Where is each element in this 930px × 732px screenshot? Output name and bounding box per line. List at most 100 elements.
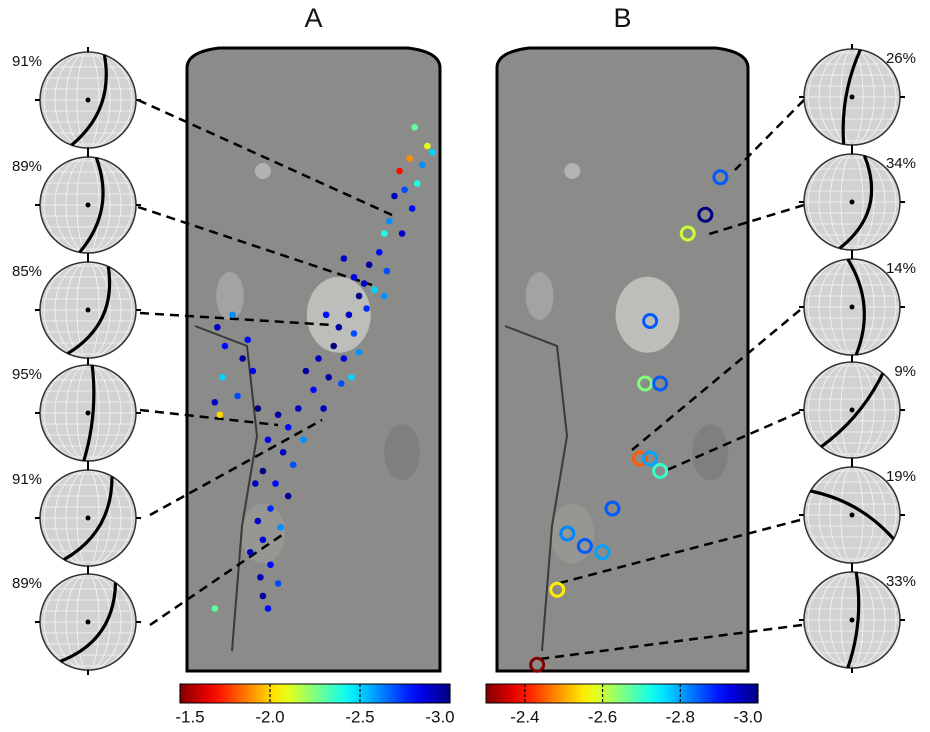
- event: [279, 448, 287, 456]
- fit-label: 89%: [12, 158, 42, 175]
- event: [408, 205, 416, 212]
- colorbar: [179, 683, 451, 704]
- fit-label: 33%: [886, 573, 916, 590]
- connector: [137, 205, 373, 287]
- connector: [139, 311, 333, 327]
- connector: [631, 309, 801, 451]
- event: [679, 225, 696, 242]
- event: [345, 311, 353, 319]
- event: [221, 342, 229, 350]
- event: [340, 255, 348, 262]
- event: [549, 581, 566, 598]
- event: [712, 169, 729, 186]
- stereonet: [35, 569, 141, 675]
- colorbar-tick-label: -2.8: [666, 707, 695, 726]
- event: [632, 450, 649, 467]
- event: [335, 323, 343, 331]
- event: [272, 480, 279, 487]
- stereonet: [35, 152, 141, 258]
- connector: [734, 99, 805, 171]
- event: [642, 450, 659, 467]
- rock-core: [185, 46, 442, 673]
- event: [360, 280, 368, 287]
- event: [259, 536, 267, 544]
- event: [284, 423, 292, 431]
- colorbar-tick-label: -2.5: [345, 707, 374, 726]
- stereonet: [35, 360, 141, 466]
- event: [406, 155, 413, 162]
- event: [411, 123, 419, 131]
- event: [363, 305, 370, 312]
- event: [559, 525, 576, 542]
- event: [383, 267, 391, 275]
- connector: [137, 98, 393, 217]
- core-texture: [306, 276, 371, 353]
- fit-label: 95%: [12, 366, 42, 383]
- core-texture: [240, 503, 285, 564]
- event: [267, 505, 274, 512]
- fit-label: 91%: [12, 53, 42, 70]
- event: [219, 373, 226, 381]
- event: [396, 167, 403, 175]
- panel-title: A: [304, 3, 322, 33]
- rock-core: [495, 46, 750, 673]
- fracture: [504, 325, 569, 652]
- event: [322, 311, 330, 319]
- event: [381, 230, 388, 237]
- connector: [551, 518, 801, 587]
- event: [302, 367, 310, 375]
- fit-label: 91%: [12, 471, 42, 488]
- event: [642, 313, 659, 329]
- event: [264, 605, 272, 612]
- event: [340, 355, 348, 362]
- colorbar-tick-label: -3.0: [425, 707, 454, 726]
- event: [310, 386, 317, 394]
- colorbar-tick-label: -2.0: [255, 707, 284, 726]
- event: [254, 405, 262, 412]
- stereonet: [35, 257, 141, 363]
- stereonet: [799, 567, 905, 673]
- event: [652, 375, 669, 392]
- event: [229, 311, 236, 319]
- event: [295, 405, 302, 412]
- event: [257, 573, 264, 581]
- event: [234, 392, 241, 400]
- stereonet: [799, 254, 905, 360]
- panel-title: B: [613, 3, 631, 33]
- event: [576, 538, 593, 554]
- connector: [666, 410, 801, 472]
- connector: [531, 623, 803, 662]
- event: [348, 373, 355, 381]
- event: [429, 148, 436, 156]
- stereonet: [35, 47, 141, 153]
- event: [259, 592, 267, 600]
- connector: [149, 533, 283, 627]
- event: [386, 217, 393, 225]
- event: [604, 500, 621, 517]
- fit-label: 26%: [886, 50, 916, 67]
- fracture: [194, 325, 259, 652]
- event: [652, 463, 669, 479]
- event: [413, 180, 421, 187]
- event: [338, 380, 345, 387]
- event: [249, 367, 257, 375]
- event: [381, 292, 388, 300]
- fit-label: 9%: [894, 363, 916, 380]
- event: [398, 230, 406, 237]
- event: [264, 436, 272, 444]
- fit-label: 34%: [886, 155, 916, 172]
- event: [330, 342, 338, 350]
- stereonet: [799, 149, 905, 255]
- fit-label: 19%: [886, 468, 916, 485]
- event: [594, 544, 611, 561]
- event: [239, 355, 246, 362]
- event: [267, 561, 274, 569]
- stereonet: [799, 44, 905, 150]
- colorbar: [485, 683, 759, 704]
- event: [277, 523, 284, 531]
- connector: [139, 408, 279, 427]
- event: [246, 548, 254, 556]
- stereonet: [35, 465, 141, 571]
- event: [325, 373, 332, 381]
